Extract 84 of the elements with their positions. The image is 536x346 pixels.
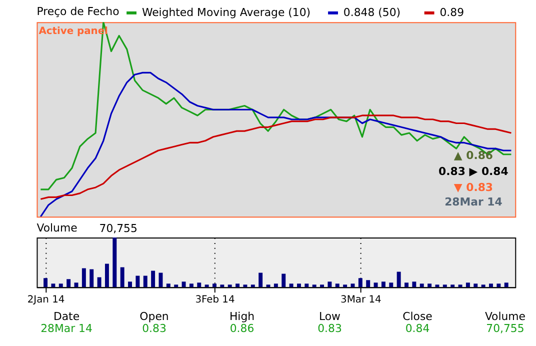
bar (412, 282, 416, 288)
bar (82, 268, 86, 288)
bar (228, 284, 232, 288)
text: 0.83 (142, 322, 166, 335)
text: Open (140, 310, 169, 323)
text: Close (402, 310, 433, 323)
annotation: ▲ 0.86 (454, 149, 494, 162)
bar (328, 282, 332, 288)
bar (258, 272, 263, 288)
bar (174, 284, 178, 288)
annotation: 28Mar 14 (444, 196, 503, 209)
bar (496, 284, 501, 288)
bar (366, 280, 370, 288)
bar (104, 264, 109, 288)
bar (343, 284, 348, 288)
bar (435, 284, 440, 288)
bar (158, 272, 163, 288)
bar (243, 284, 248, 288)
bar (58, 284, 63, 288)
bar (481, 284, 486, 288)
bar (120, 267, 124, 288)
x-tick-label: 3Feb 14 (195, 294, 235, 306)
bar (450, 284, 455, 288)
bar (136, 276, 140, 288)
legend-label: 0.89 (440, 6, 464, 19)
bar (374, 282, 378, 288)
bar (197, 282, 202, 288)
bar (358, 278, 362, 288)
text: 0.86 (230, 322, 254, 335)
bar (420, 284, 424, 288)
bar (296, 284, 301, 288)
bar (442, 284, 447, 288)
bar (189, 284, 194, 288)
legend-title: Volume (36, 222, 78, 235)
bar (304, 284, 309, 288)
annotation: ▼ 0.83 (454, 180, 494, 194)
bar (320, 284, 324, 288)
x-tick-label: 3Mar 14 (340, 294, 382, 306)
bar (112, 237, 117, 288)
bar (489, 284, 493, 288)
bar (404, 282, 408, 288)
legend-label: 0.848 (50) (343, 6, 401, 19)
bar (66, 279, 71, 288)
legend-label: Weighted Moving Average (10) (142, 6, 311, 19)
bar (335, 284, 340, 288)
x-tick-label: 2Jan 14 (27, 294, 65, 306)
bar (474, 284, 478, 288)
bar (389, 282, 394, 288)
bar (266, 284, 270, 288)
bar (44, 278, 48, 288)
annotation: 0.83 ▶ 0.84 (438, 164, 509, 178)
text: 0.84 (405, 322, 430, 335)
bar (458, 284, 462, 288)
bar (182, 282, 186, 288)
bar (504, 282, 508, 288)
legend-title: Preço de Fecho (36, 5, 120, 18)
text: 70,755 (486, 322, 524, 335)
text: High (229, 310, 255, 323)
text: 28Mar 14 (40, 322, 92, 335)
bar (274, 284, 278, 288)
bar (282, 274, 286, 288)
bar (381, 282, 386, 288)
bar (128, 282, 132, 288)
text: Date (53, 310, 80, 323)
text: Low (318, 310, 341, 323)
bar (212, 284, 216, 288)
bar (466, 282, 470, 288)
bar (166, 284, 170, 288)
bar (428, 284, 432, 288)
bar (51, 284, 56, 288)
bar (90, 269, 94, 288)
text: 0.83 (318, 322, 342, 335)
bar (220, 284, 224, 288)
bar (151, 270, 156, 288)
bar (250, 284, 255, 288)
bar (143, 276, 148, 288)
series-label: 70,755 (99, 222, 138, 236)
text: Volume (484, 310, 526, 323)
bar (97, 277, 102, 288)
bar (312, 284, 316, 288)
bar (396, 272, 401, 288)
bar (289, 284, 294, 288)
bar (204, 284, 209, 288)
bar (236, 284, 240, 288)
